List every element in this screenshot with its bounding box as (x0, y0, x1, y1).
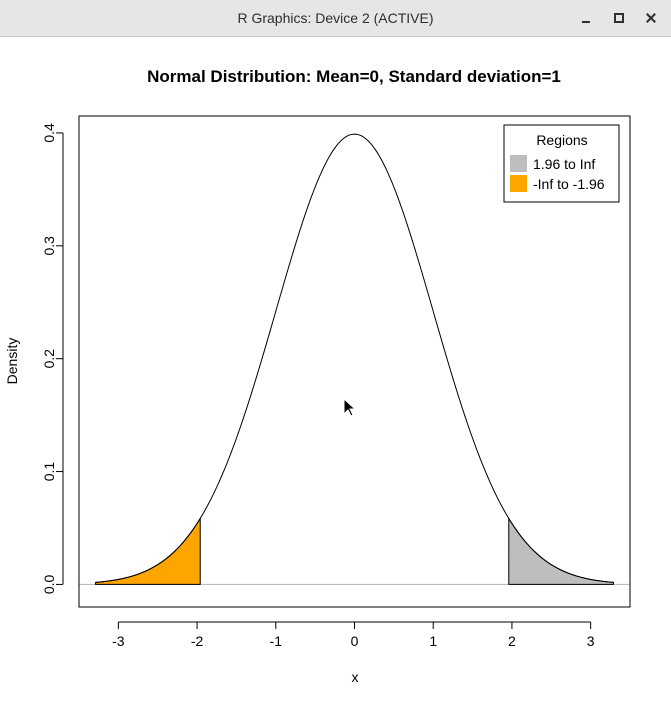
x-axis-label: x (352, 669, 359, 685)
close-button[interactable] (641, 8, 661, 28)
y-tick-label: 0.4 (41, 123, 57, 143)
x-tick-label: 2 (508, 633, 516, 649)
density-curve (95, 133, 614, 583)
legend-entry-left-tail: -Inf to -1.96 (533, 176, 605, 192)
legend-entry-right-tail: 1.96 to Inf (533, 156, 595, 172)
mouse-cursor-icon (343, 397, 357, 417)
legend-title: Regions (536, 132, 587, 148)
x-tick-label: 0 (351, 633, 359, 649)
y-tick-label: 0.0 (41, 574, 57, 594)
plot-frame (78, 115, 631, 608)
x-tick-label: 3 (587, 633, 595, 649)
y-tick-label: 0.1 (41, 462, 57, 482)
x-tick-label: 1 (429, 633, 437, 649)
x-tick-label: -1 (270, 633, 283, 649)
window-titlebar: R Graphics: Device 2 (ACTIVE) (0, 0, 671, 37)
legend-swatch-left-tail (510, 175, 527, 192)
y-axis-label: Density (4, 338, 20, 385)
chart-title: Normal Distribution: Mean=0, Standard de… (147, 67, 561, 86)
normal-distribution-chart: Normal Distribution: Mean=0, Standard de… (4, 67, 631, 685)
region-right-tail (508, 516, 614, 585)
legend: Regions 1.96 to Inf -Inf to -1.96 (503, 124, 620, 203)
legend-swatch-right-tail (510, 155, 527, 172)
maximize-button[interactable] (609, 8, 629, 28)
region-left-tail (95, 516, 201, 585)
x-tick-label: -2 (191, 633, 204, 649)
minimize-button[interactable] (576, 8, 596, 28)
window-title: R Graphics: Device 2 (ACTIVE) (237, 10, 434, 26)
x-tick-label: -3 (112, 633, 125, 649)
y-tick-label: 0.2 (41, 349, 57, 369)
y-tick-label: 0.3 (41, 236, 57, 256)
